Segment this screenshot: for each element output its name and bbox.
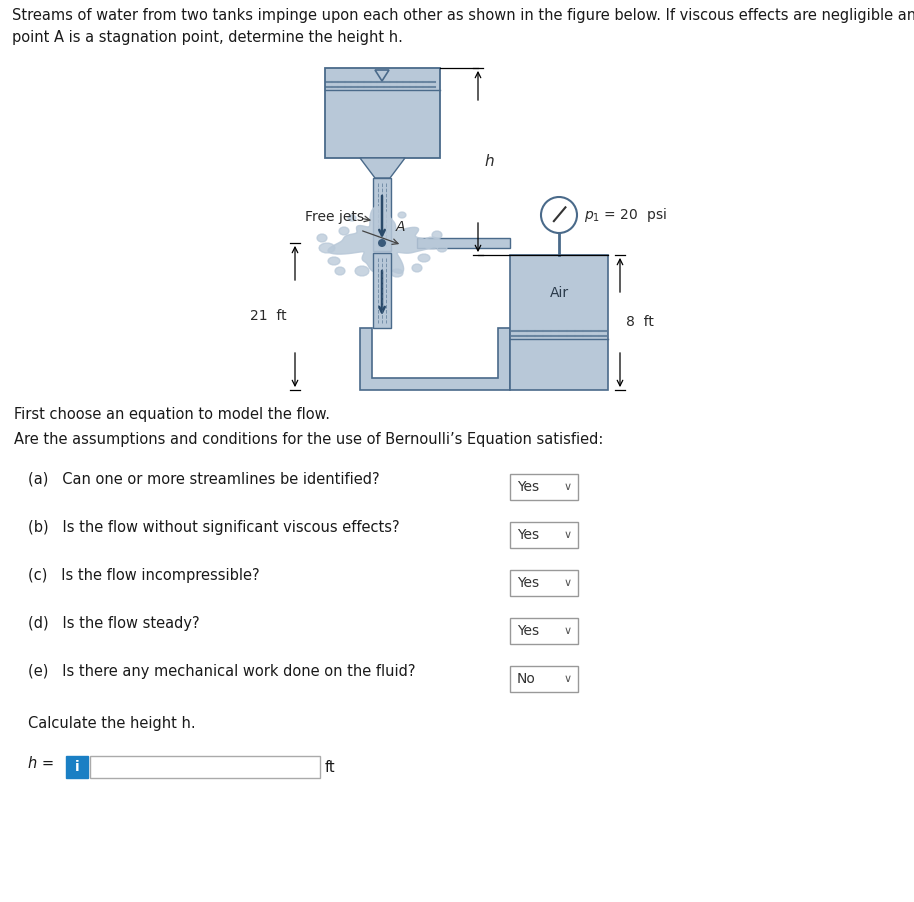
Polygon shape xyxy=(348,215,356,221)
Text: (e)   Is there any mechanical work done on the fluid?: (e) Is there any mechanical work done on… xyxy=(28,664,416,679)
Text: ∨: ∨ xyxy=(564,530,572,540)
Text: (d)   Is the flow steady?: (d) Is the flow steady? xyxy=(28,616,199,631)
Text: No: No xyxy=(517,672,536,686)
Polygon shape xyxy=(398,212,406,218)
Text: Calculate the height h.: Calculate the height h. xyxy=(28,716,196,731)
Polygon shape xyxy=(339,227,349,235)
Polygon shape xyxy=(328,257,340,265)
Polygon shape xyxy=(437,244,447,252)
FancyBboxPatch shape xyxy=(66,756,88,778)
Text: i: i xyxy=(75,760,80,774)
FancyBboxPatch shape xyxy=(510,666,578,692)
Text: Air: Air xyxy=(549,286,569,300)
FancyBboxPatch shape xyxy=(510,570,578,596)
Polygon shape xyxy=(319,244,335,253)
Polygon shape xyxy=(325,68,440,158)
Text: ∨: ∨ xyxy=(564,578,572,588)
Text: Free jets: Free jets xyxy=(305,210,364,224)
Text: Yes: Yes xyxy=(517,576,539,590)
Polygon shape xyxy=(317,235,327,242)
Text: (c)   Is the flow incompressible?: (c) Is the flow incompressible? xyxy=(28,568,260,583)
Text: 21  ft: 21 ft xyxy=(250,309,287,323)
Text: (b)   Is the flow without significant viscous effects?: (b) Is the flow without significant visc… xyxy=(28,520,399,535)
Polygon shape xyxy=(391,269,403,277)
Text: Yes: Yes xyxy=(517,624,539,638)
Circle shape xyxy=(541,197,577,233)
FancyBboxPatch shape xyxy=(90,756,320,778)
Text: ft: ft xyxy=(325,759,335,775)
FancyBboxPatch shape xyxy=(510,618,578,644)
Polygon shape xyxy=(355,266,369,276)
Text: h =: h = xyxy=(28,757,54,771)
Polygon shape xyxy=(418,254,430,262)
Text: ∨: ∨ xyxy=(564,674,572,684)
Polygon shape xyxy=(417,238,510,248)
Polygon shape xyxy=(373,178,391,251)
Circle shape xyxy=(378,239,386,247)
FancyBboxPatch shape xyxy=(510,474,578,500)
Text: $p_1$ = 20  psi: $p_1$ = 20 psi xyxy=(584,206,667,224)
Polygon shape xyxy=(328,207,434,273)
Text: 8  ft: 8 ft xyxy=(626,315,654,329)
Text: Yes: Yes xyxy=(517,528,539,542)
Text: Yes: Yes xyxy=(517,480,539,494)
Text: h: h xyxy=(484,153,494,169)
Polygon shape xyxy=(360,158,405,178)
Polygon shape xyxy=(335,267,345,275)
Text: A: A xyxy=(395,220,405,234)
Text: Streams of water from two tanks impinge upon each other as shown in the figure b: Streams of water from two tanks impinge … xyxy=(12,8,914,45)
Polygon shape xyxy=(412,264,422,272)
Text: First choose an equation to model the flow.: First choose an equation to model the fl… xyxy=(14,407,330,422)
Polygon shape xyxy=(360,328,510,390)
Text: (a)   Can one or more streamlines be identified?: (a) Can one or more streamlines be ident… xyxy=(28,472,379,487)
Polygon shape xyxy=(423,237,441,249)
Polygon shape xyxy=(432,231,442,239)
Text: ∨: ∨ xyxy=(564,482,572,492)
FancyBboxPatch shape xyxy=(510,522,578,548)
Text: ∨: ∨ xyxy=(564,626,572,636)
Polygon shape xyxy=(510,255,608,390)
Polygon shape xyxy=(373,253,391,328)
Text: Are the assumptions and conditions for the use of Bernoulli’s Equation satisfied: Are the assumptions and conditions for t… xyxy=(14,432,603,447)
